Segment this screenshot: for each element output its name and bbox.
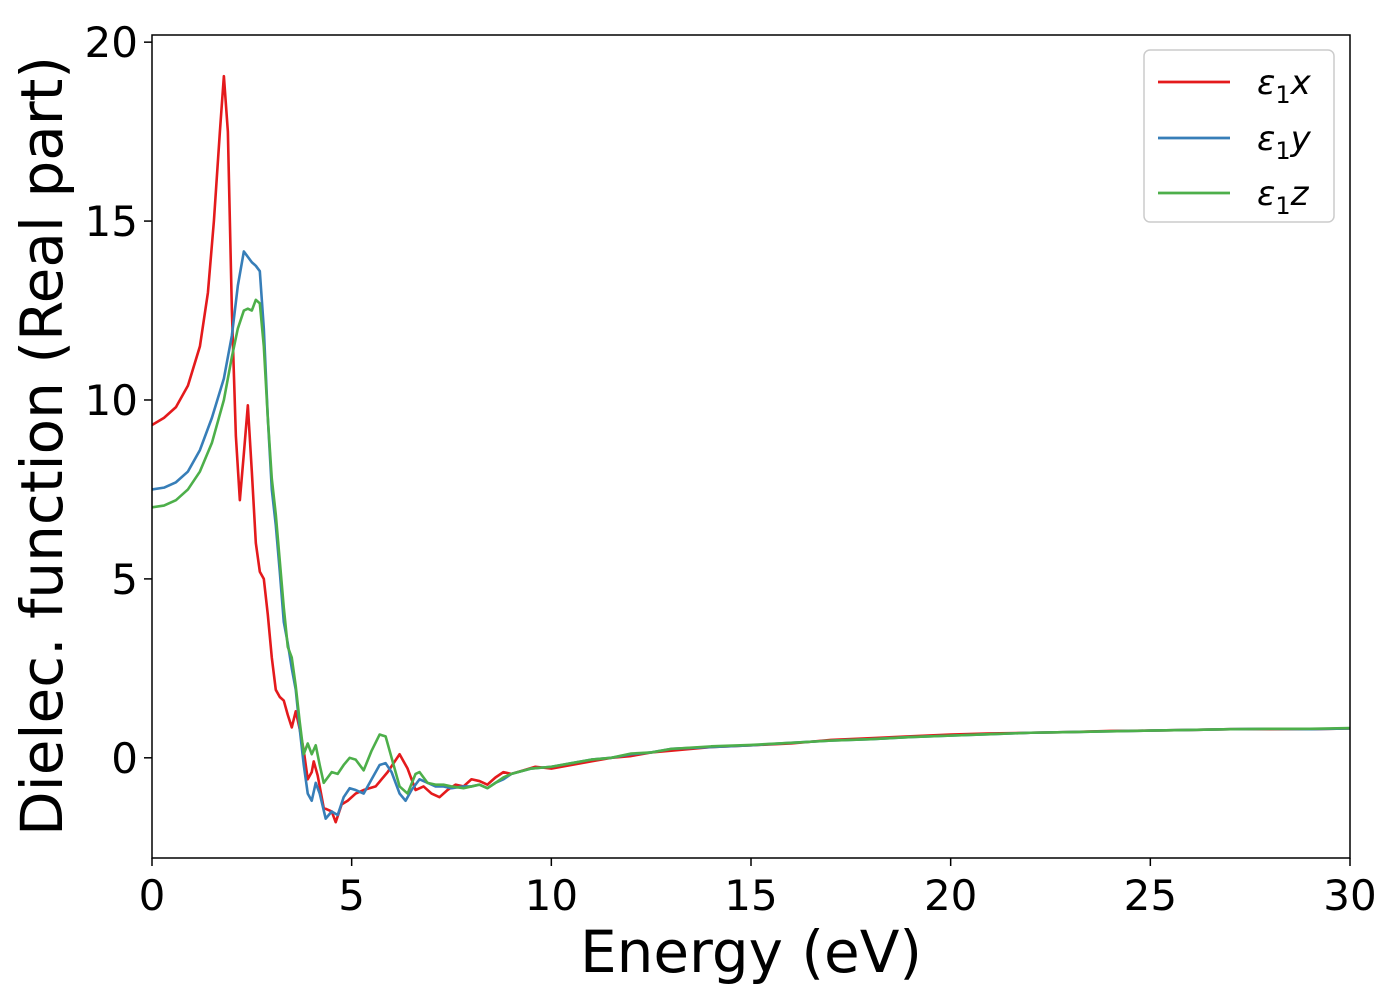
legend-label-y: ε1y (1257, 119, 1312, 165)
legend: ε1x ε1y ε1z (1143, 49, 1335, 223)
x-tick-label: 0 (139, 871, 166, 920)
y-tick-label: 20 (85, 18, 138, 67)
y-tick-label: 5 (111, 555, 138, 604)
y-tick-label: 10 (85, 376, 138, 425)
legend-label-z: ε1z (1257, 174, 1310, 220)
x-tick-label: 30 (1323, 871, 1376, 920)
x-tick-label: 5 (338, 871, 365, 920)
x-tick-label: 20 (924, 871, 977, 920)
y-tick-label: 0 (111, 734, 138, 783)
series-layer (152, 74, 1350, 824)
legend-box (1143, 49, 1335, 223)
x-tick-label: 15 (724, 871, 777, 920)
series-line-z (152, 298, 1350, 795)
x-axis-label: Energy (eV) (580, 918, 922, 986)
x-axis: 0 5 10 15 20 25 30 (139, 858, 1377, 920)
x-tick-label: 10 (525, 871, 578, 920)
y-tick-label: 15 (85, 197, 138, 246)
y-axis: 0 5 10 15 20 (85, 18, 152, 783)
legend-label-x: ε1x (1257, 63, 1312, 109)
y-axis-label: Dielec. function (Real part) (8, 56, 76, 836)
x-tick-label: 25 (1124, 871, 1177, 920)
